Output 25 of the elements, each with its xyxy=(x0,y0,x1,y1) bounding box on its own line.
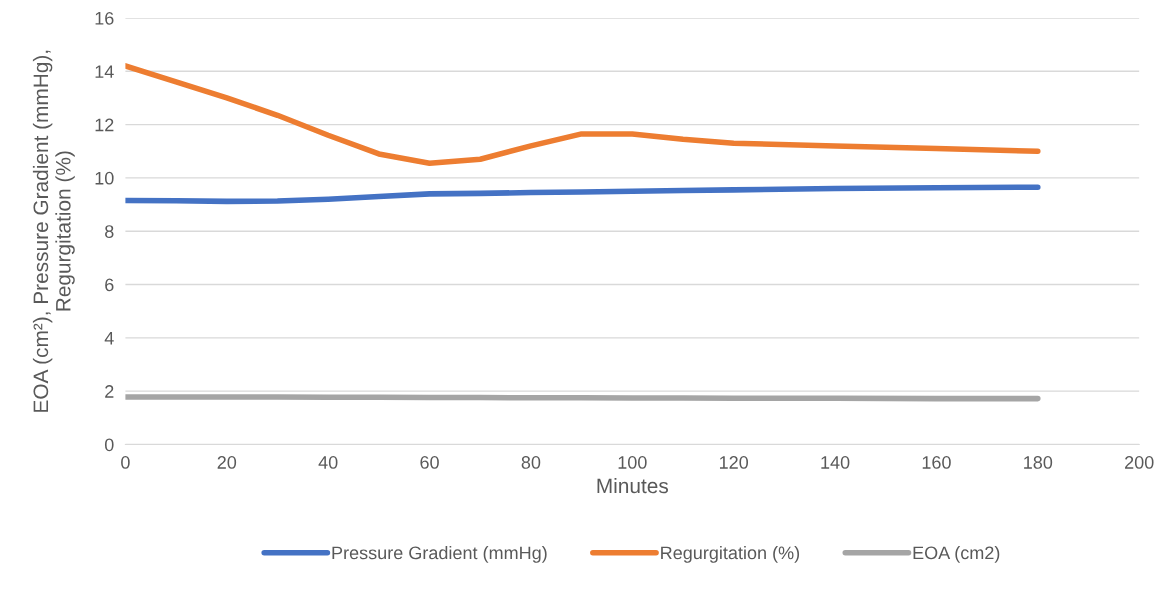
legend-label: EOA (cm2) xyxy=(913,546,1000,563)
x-tick-label: 120 xyxy=(719,456,749,469)
y-tick-label: 0 xyxy=(104,438,114,452)
legend-label: Regurgitation (%) xyxy=(661,546,800,563)
x-tick-label: 40 xyxy=(318,456,338,469)
y-tick-label: 16 xyxy=(95,11,114,25)
x-tick-label: 200 xyxy=(1125,456,1154,469)
y-tick-label: 4 xyxy=(104,331,114,345)
y-axis-title: EOA (cm²), Pressure Gradient (mmHg), Regurgitation (%) xyxy=(32,50,75,412)
x-tick-label: 0 xyxy=(121,456,130,469)
y-tick-label: 2 xyxy=(105,385,114,398)
x-axis-title: Minutes xyxy=(597,477,669,494)
y-tick-label: 10 xyxy=(95,171,114,185)
y-tick-label: 14 xyxy=(95,65,114,78)
x-tick-label: 60 xyxy=(420,456,439,469)
x-tick-label: 160 xyxy=(922,456,951,469)
legend-label: Pressure Gradient (mmHg) xyxy=(332,546,547,563)
x-tick-label: 180 xyxy=(1024,456,1053,469)
y-tick-label: 6 xyxy=(105,278,114,292)
x-tick-label: 140 xyxy=(821,456,850,469)
y-tick-label: 12 xyxy=(95,118,114,132)
y-tick-label: 8 xyxy=(105,225,114,238)
x-tick-label: 20 xyxy=(217,456,237,469)
x-tick-label: 100 xyxy=(618,456,647,469)
x-tick-label: 80 xyxy=(521,456,541,469)
